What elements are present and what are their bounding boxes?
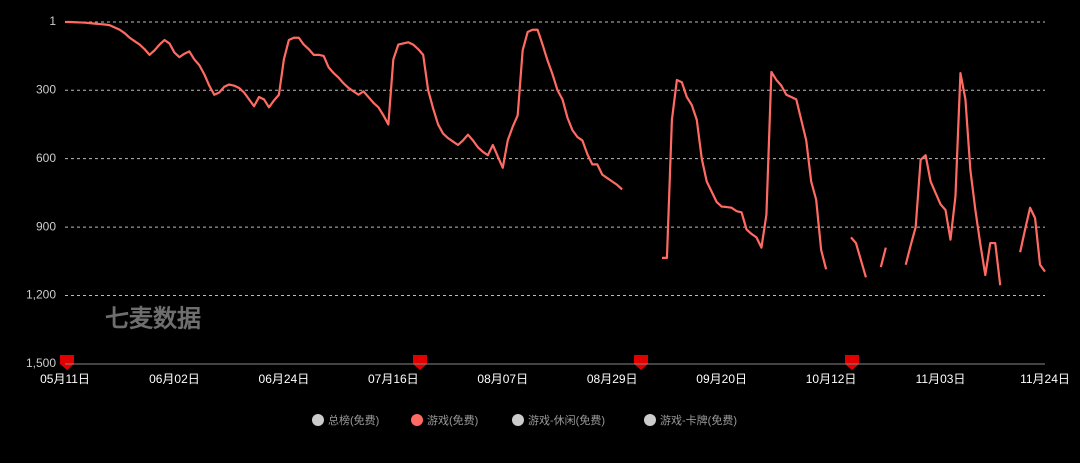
y-tick-label: 1	[49, 14, 56, 28]
x-tick-label: 06月24日	[259, 372, 310, 386]
legend-item[interactable]: 游戏-休闲(免费)	[512, 413, 605, 427]
x-tick-label: 05月11日	[40, 372, 90, 386]
event-marker[interactable]	[60, 355, 74, 370]
legend-item[interactable]: 游戏(免费)	[411, 413, 478, 427]
legend-swatch	[512, 414, 524, 426]
legend-swatch	[312, 414, 324, 426]
x-tick-label: 09月20日	[696, 372, 747, 386]
y-tick-label: 1,200	[26, 288, 56, 302]
y-tick-label: 600	[36, 151, 56, 165]
legend-item[interactable]: 总榜(免费)	[312, 413, 379, 427]
legend-swatch	[411, 414, 423, 426]
x-tick-label: 08月29日	[587, 372, 638, 386]
x-tick-label: 07月16日	[368, 372, 419, 386]
legend-label: 游戏-卡牌(免费)	[660, 413, 737, 427]
legend: 总榜(免费) 游戏(免费) 游戏-休闲(免费) 游戏-卡牌(免费)	[312, 413, 737, 427]
watermark: 七麦数据	[105, 305, 201, 332]
event-marker[interactable]	[634, 355, 648, 370]
x-tick-label: 11月24日	[1020, 372, 1070, 386]
legend-item[interactable]: 游戏-卡牌(免费)	[644, 413, 737, 427]
legend-label: 游戏-休闲(免费)	[528, 413, 605, 427]
legend-label: 总榜(免费)	[328, 413, 379, 427]
x-tick-label: 06月02日	[149, 372, 200, 386]
x-tick-label: 08月07日	[477, 372, 528, 386]
event-marker[interactable]	[845, 355, 859, 370]
legend-label: 游戏(免费)	[427, 413, 478, 427]
series-line	[65, 20, 1046, 286]
y-tick-label: 900	[36, 219, 56, 233]
y-tick-label: 300	[36, 82, 56, 96]
legend-swatch	[644, 414, 656, 426]
event-markers	[60, 355, 859, 370]
event-marker[interactable]	[413, 355, 427, 370]
x-tick-label: 11月03日	[916, 372, 966, 386]
y-tick-label: 1,500	[26, 356, 56, 370]
x-tick-label: 10月12日	[806, 372, 857, 386]
